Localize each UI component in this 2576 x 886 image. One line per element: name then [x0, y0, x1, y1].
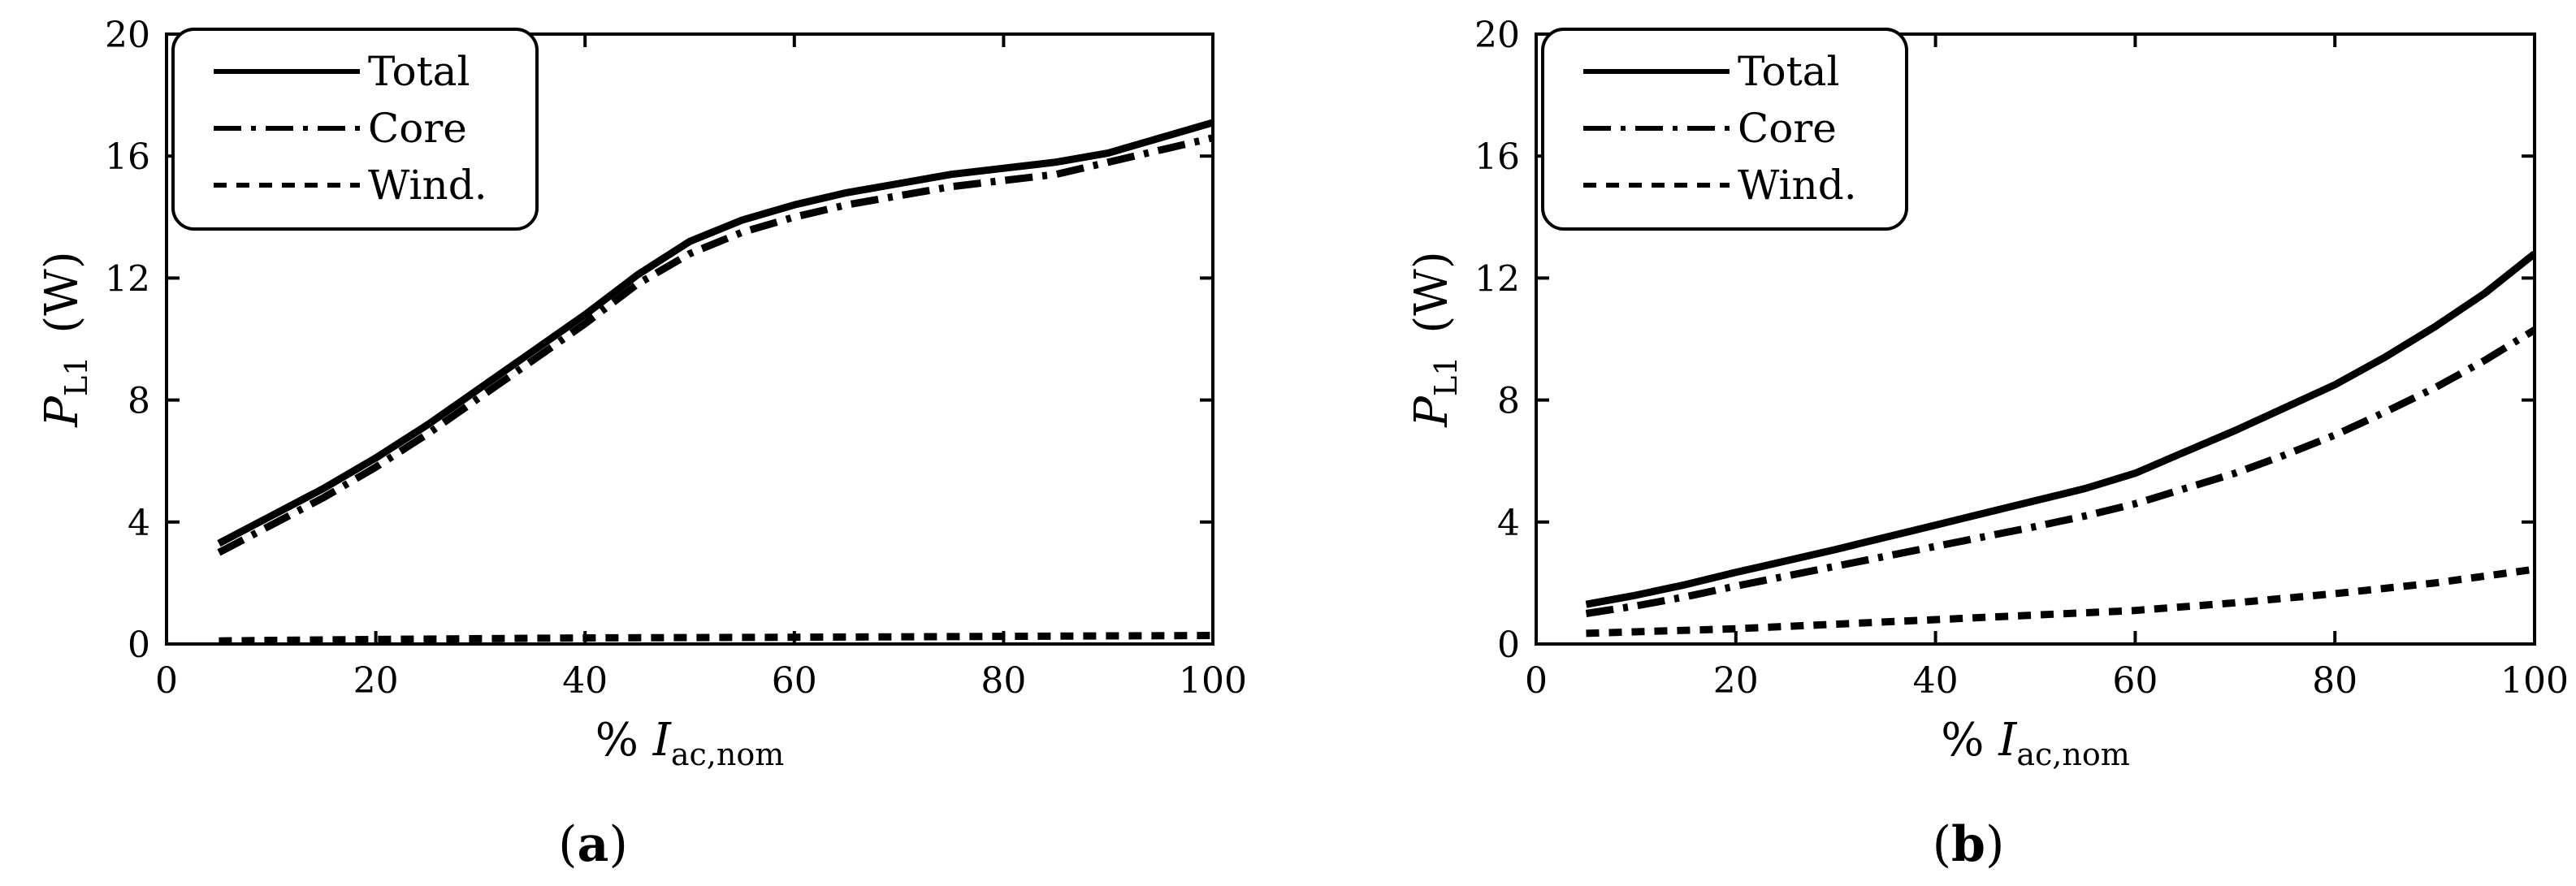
y-axis-label: PL1 (W) — [1405, 251, 1464, 427]
x-tick-label: 40 — [1913, 660, 1959, 702]
series-line-total — [217, 119, 1213, 547]
legend-entry: Core — [368, 105, 467, 152]
y-tick-label: 4 — [1497, 503, 1520, 544]
panel-caption: (b) — [1933, 816, 2005, 873]
y-tick-label: 20 — [1474, 15, 1520, 56]
x-tick-label: 100 — [2500, 660, 2569, 702]
legend-entry: Wind. — [368, 162, 487, 209]
y-tick-label: 12 — [105, 258, 150, 300]
y-tick-label: 0 — [128, 625, 150, 666]
series-group — [1585, 250, 2535, 637]
axes-frame — [165, 32, 1214, 646]
axes-frame — [1535, 32, 2536, 646]
x-tick-label: 80 — [2312, 660, 2357, 702]
series-line-total — [1585, 250, 2535, 608]
series-line-core — [217, 134, 1213, 556]
legend: Total Core Wind. — [171, 28, 539, 231]
y-tick-label: 16 — [105, 136, 150, 178]
y-tick-label: 8 — [128, 381, 150, 422]
panel-a: 0 20 40 60 80 100 0 4 8 12 16 20 % Iac,nom PL1 (W) Tot… — [36, 15, 1247, 873]
y-tick-label: 16 — [1474, 136, 1520, 178]
series-line-wind — [219, 632, 1213, 644]
series-line-core — [1585, 326, 2535, 617]
x-tick-label: 60 — [772, 660, 817, 702]
x-tick-label: 80 — [981, 660, 1026, 702]
y-tick-label: 4 — [128, 503, 150, 544]
series-group — [217, 119, 1213, 644]
y-axis-label: PL1 (W) — [36, 251, 94, 427]
x-axis-label: % Iac,nom — [1941, 714, 2130, 772]
x-axis-label: % Iac,nom — [595, 714, 785, 772]
legend-entry: Total — [368, 48, 470, 95]
panel-caption: (a) — [558, 816, 628, 873]
x-tick-label: 20 — [1713, 660, 1759, 702]
legend-entry: Total — [1738, 48, 1839, 95]
legend-entry: Wind. — [1738, 162, 1857, 209]
x-tick-label: 0 — [155, 660, 178, 702]
y-tick-label: 12 — [1474, 258, 1520, 300]
x-tick-label: 60 — [2112, 660, 2158, 702]
y-tick-label: 8 — [1497, 381, 1520, 422]
y-tick-label: 20 — [105, 15, 150, 56]
x-tick-label: 0 — [1525, 660, 1548, 702]
legend: Total Core Wind. — [1541, 28, 1908, 231]
x-tick-label: 20 — [353, 660, 399, 702]
panel-b: 0 20 40 60 80 100 0 4 8 12 16 20 % Iac,nom PL1 (W) Tot… — [1405, 15, 2569, 873]
legend-entry: Core — [1738, 105, 1837, 152]
x-tick-label: 40 — [562, 660, 608, 702]
y-tick-label: 0 — [1497, 625, 1520, 666]
x-tick-label: 100 — [1179, 660, 1247, 702]
series-line-wind — [1586, 565, 2535, 637]
